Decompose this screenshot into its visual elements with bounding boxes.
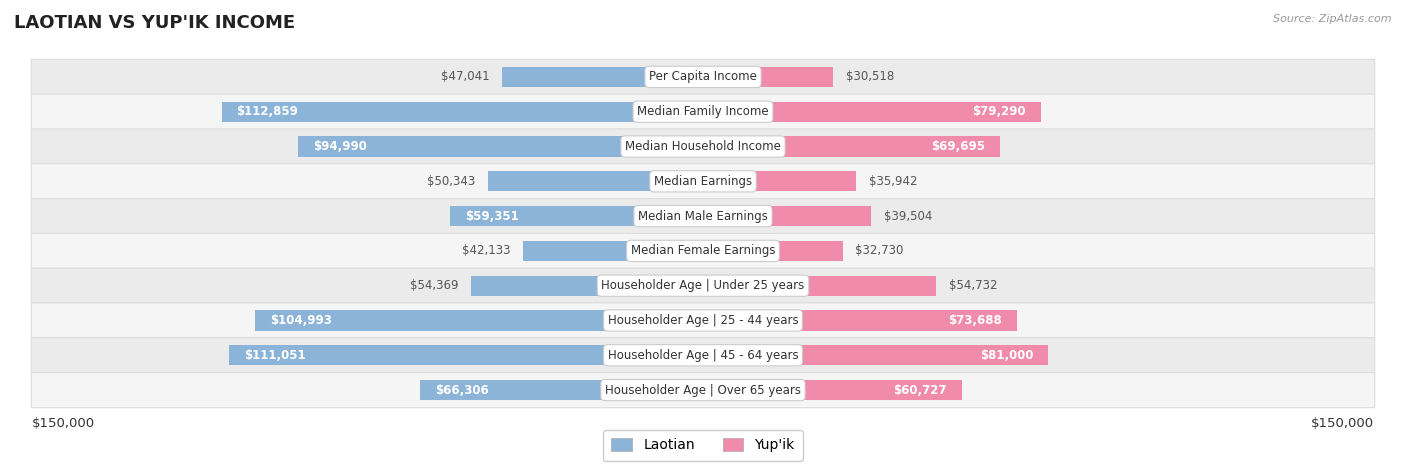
FancyBboxPatch shape bbox=[31, 234, 1375, 269]
Text: $112,859: $112,859 bbox=[236, 105, 298, 118]
Text: $39,504: $39,504 bbox=[884, 210, 932, 223]
Bar bbox=[298, 136, 703, 156]
Text: Householder Age | Under 25 years: Householder Age | Under 25 years bbox=[602, 279, 804, 292]
Text: Median Earnings: Median Earnings bbox=[654, 175, 752, 188]
Bar bbox=[229, 345, 703, 365]
Bar bbox=[703, 311, 1018, 331]
Text: $104,993: $104,993 bbox=[270, 314, 332, 327]
FancyBboxPatch shape bbox=[31, 94, 1375, 129]
Text: Median Household Income: Median Household Income bbox=[626, 140, 780, 153]
Text: $81,000: $81,000 bbox=[980, 349, 1033, 362]
Text: $79,290: $79,290 bbox=[973, 105, 1026, 118]
Bar bbox=[703, 102, 1042, 122]
Text: $35,942: $35,942 bbox=[869, 175, 918, 188]
Text: Householder Age | 25 - 44 years: Householder Age | 25 - 44 years bbox=[607, 314, 799, 327]
Text: $32,730: $32,730 bbox=[855, 244, 904, 257]
Text: $54,732: $54,732 bbox=[949, 279, 998, 292]
Text: Per Capita Income: Per Capita Income bbox=[650, 71, 756, 84]
Bar bbox=[450, 206, 703, 226]
Bar bbox=[703, 276, 936, 296]
FancyBboxPatch shape bbox=[31, 268, 1375, 303]
Text: $54,369: $54,369 bbox=[409, 279, 458, 292]
Bar bbox=[703, 345, 1049, 365]
Text: Householder Age | Over 65 years: Householder Age | Over 65 years bbox=[605, 383, 801, 396]
Text: $47,041: $47,041 bbox=[441, 71, 489, 84]
Text: Median Female Earnings: Median Female Earnings bbox=[631, 244, 775, 257]
Text: Median Family Income: Median Family Income bbox=[637, 105, 769, 118]
Bar bbox=[488, 171, 703, 191]
FancyBboxPatch shape bbox=[31, 129, 1375, 164]
Bar bbox=[420, 380, 703, 400]
Bar bbox=[703, 171, 856, 191]
Text: $66,306: $66,306 bbox=[434, 383, 489, 396]
FancyBboxPatch shape bbox=[31, 373, 1375, 408]
Text: $73,688: $73,688 bbox=[949, 314, 1002, 327]
Bar bbox=[703, 67, 834, 87]
Text: $69,695: $69,695 bbox=[931, 140, 986, 153]
Bar bbox=[703, 241, 842, 261]
Text: $111,051: $111,051 bbox=[245, 349, 307, 362]
Text: $30,518: $30,518 bbox=[846, 71, 894, 84]
Text: Median Male Earnings: Median Male Earnings bbox=[638, 210, 768, 223]
Text: Source: ZipAtlas.com: Source: ZipAtlas.com bbox=[1274, 14, 1392, 24]
Bar bbox=[256, 311, 703, 331]
Bar bbox=[471, 276, 703, 296]
Bar bbox=[222, 102, 703, 122]
Bar bbox=[523, 241, 703, 261]
Text: LAOTIAN VS YUP'IK INCOME: LAOTIAN VS YUP'IK INCOME bbox=[14, 14, 295, 32]
Bar bbox=[502, 67, 703, 87]
Text: $94,990: $94,990 bbox=[312, 140, 367, 153]
Text: $59,351: $59,351 bbox=[465, 210, 519, 223]
Text: $50,343: $50,343 bbox=[427, 175, 475, 188]
Bar bbox=[703, 136, 1000, 156]
Text: $42,133: $42,133 bbox=[463, 244, 510, 257]
FancyBboxPatch shape bbox=[31, 303, 1375, 338]
FancyBboxPatch shape bbox=[31, 59, 1375, 94]
Text: $60,727: $60,727 bbox=[894, 383, 948, 396]
Bar bbox=[703, 380, 962, 400]
Text: Householder Age | 45 - 64 years: Householder Age | 45 - 64 years bbox=[607, 349, 799, 362]
Legend: Laotian, Yup'ik: Laotian, Yup'ik bbox=[603, 430, 803, 461]
Bar bbox=[703, 206, 872, 226]
FancyBboxPatch shape bbox=[31, 164, 1375, 199]
FancyBboxPatch shape bbox=[31, 198, 1375, 234]
FancyBboxPatch shape bbox=[31, 338, 1375, 373]
